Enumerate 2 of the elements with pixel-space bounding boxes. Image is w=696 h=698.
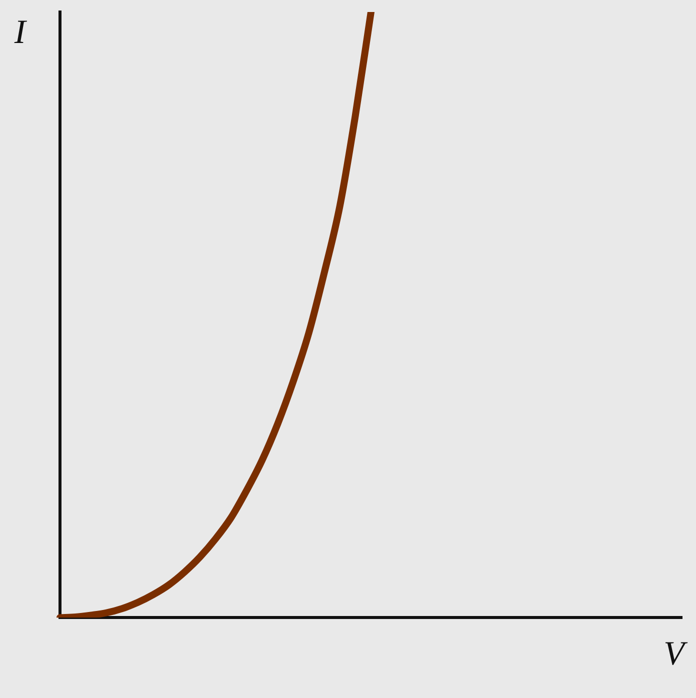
y-axis-title: I <box>13 14 28 51</box>
x-axis-title: V <box>664 636 689 673</box>
